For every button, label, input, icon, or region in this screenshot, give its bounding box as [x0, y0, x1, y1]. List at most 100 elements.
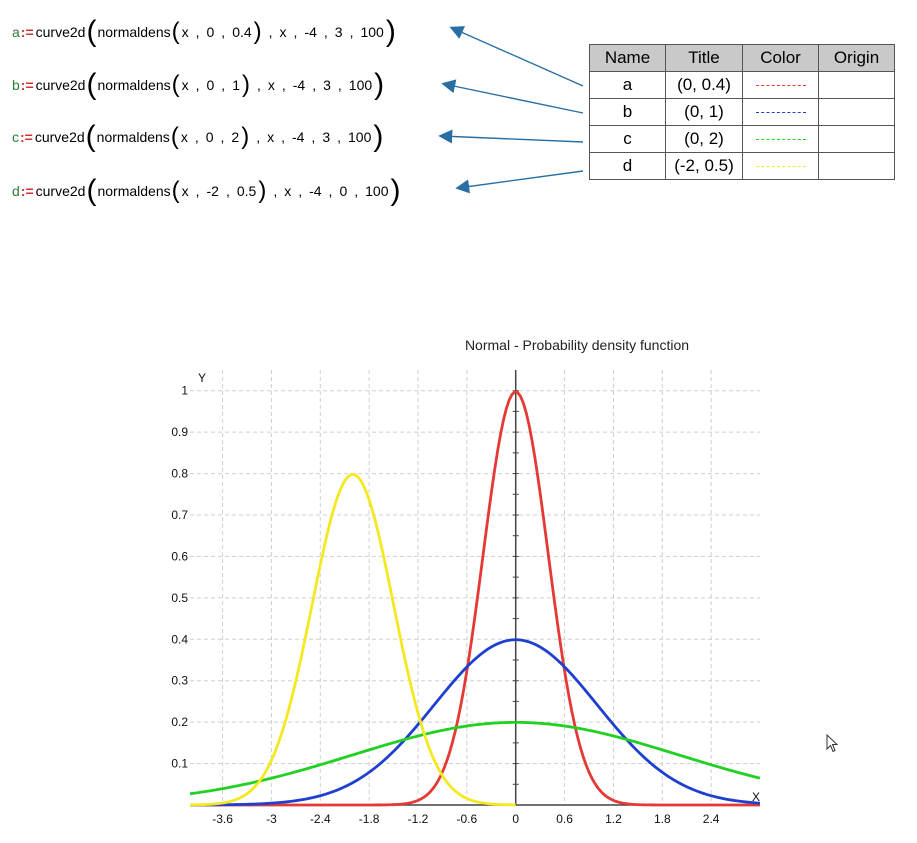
open-paren: (	[171, 177, 180, 204]
y-tick-label: 0.4	[171, 632, 188, 646]
arrow-b	[441, 79, 584, 114]
x-tick-label: 0.6	[556, 812, 573, 826]
cell-color[interactable]	[742, 98, 819, 126]
y-tick-label: 0.5	[171, 591, 188, 605]
close-paren: )	[373, 120, 384, 153]
close-paren: )	[390, 174, 401, 207]
close-paren: )	[374, 68, 385, 101]
x-tick-label: 1.8	[654, 812, 671, 826]
inner-argument: 0.4	[232, 24, 252, 40]
table-row[interactable]: b (0, 1)	[589, 98, 895, 126]
chart-title: Normal - Probability density function	[465, 337, 689, 353]
inner-argument: 0	[206, 24, 215, 40]
arrow-a	[449, 26, 584, 87]
table-header-row: Name Title Color Origin	[589, 44, 895, 72]
x-tick-label: -1.8	[359, 812, 380, 826]
cell-name: b	[589, 98, 666, 126]
assign-operator: :=	[20, 183, 34, 199]
density-chart: Normal - Probability density function -3.…	[171, 337, 761, 826]
col-header-origin[interactable]: Origin	[818, 44, 895, 72]
formula-variable: a	[12, 24, 20, 40]
close-paren: )	[385, 15, 396, 48]
y-tick-label: 0.1	[171, 757, 188, 771]
comma: ,	[225, 183, 230, 199]
arrow-d	[455, 170, 584, 194]
outer-argument: x	[279, 24, 287, 40]
outer-argument: -4	[292, 77, 306, 93]
open-paren: (	[171, 18, 180, 45]
series-line-b	[190, 638, 761, 807]
table-row[interactable]: c (0, 2)	[589, 125, 895, 153]
formula-c[interactable]: c:= curve2d(normaldens(x, 0, 2), x, -4, 3, 100)	[12, 119, 384, 155]
col-header-color[interactable]: Color	[742, 44, 819, 72]
function-name: curve2d	[35, 77, 86, 93]
inner-argument: x	[181, 24, 189, 40]
x-tick-label: 2.4	[703, 812, 720, 826]
outer-argument: x	[284, 183, 292, 199]
outer-argument: x	[267, 129, 275, 145]
comma: ,	[194, 129, 199, 145]
function-name: curve2d	[35, 183, 86, 199]
table-row[interactable]: d (-2, 0.5)	[589, 152, 895, 180]
cell-name: a	[589, 71, 666, 99]
outer-argument: 0	[339, 183, 348, 199]
outer-argument: -4	[304, 24, 317, 40]
annotation-arrows	[438, 26, 584, 194]
cell-title: (0, 1)	[665, 98, 743, 126]
comma: ,	[273, 183, 278, 199]
comma: ,	[337, 77, 342, 93]
col-header-title[interactable]: Title	[665, 44, 743, 72]
outer-argument: -4	[309, 183, 322, 199]
y-tick-label: 1	[181, 384, 188, 398]
x-tick-label: -1.2	[408, 812, 429, 826]
comma: ,	[256, 129, 261, 145]
cell-name: d	[589, 152, 666, 180]
comma: ,	[221, 24, 226, 40]
inner-function-name: normaldens	[97, 77, 171, 93]
comma: ,	[256, 77, 261, 93]
outer-argument: x	[267, 77, 275, 93]
y-tick-label: 0.6	[171, 549, 188, 563]
mouse-cursor-icon	[826, 734, 839, 753]
open-paren: (	[171, 71, 180, 98]
comma: ,	[323, 24, 328, 40]
y-tick-label: 0.8	[171, 467, 188, 481]
formula-b[interactable]: b:= curve2d(normaldens(x, 0, 1), x, -4, 3, 100)	[12, 67, 385, 103]
table-row[interactable]: a (0, 0.4)	[589, 71, 895, 99]
comma: ,	[268, 24, 273, 40]
cell-origin	[818, 71, 895, 99]
cell-title: (-2, 0.5)	[665, 152, 743, 180]
comma: ,	[281, 129, 285, 145]
comma: ,	[354, 183, 359, 199]
close-paren: )	[241, 123, 250, 150]
comma: ,	[337, 129, 341, 145]
y-tick-label: 0.3	[171, 674, 188, 688]
comma: ,	[195, 183, 200, 199]
y-axis-label: Y	[198, 371, 206, 385]
inner-argument: 0	[206, 77, 215, 93]
function-name: curve2d	[35, 24, 86, 40]
inner-argument: 2	[231, 129, 240, 145]
arrow-c	[438, 129, 584, 144]
outer-argument: 3	[334, 24, 343, 40]
inner-argument: x	[181, 183, 189, 199]
open-paren: (	[86, 15, 97, 48]
cell-origin	[818, 152, 895, 180]
cell-title: (0, 0.4)	[665, 71, 743, 99]
open-paren: (	[170, 123, 179, 150]
cell-origin	[818, 98, 895, 126]
curve-table: Name Title Color Origin a (0, 0.4) b (0, 1)…	[589, 44, 895, 180]
comma: ,	[298, 183, 303, 199]
cell-color[interactable]	[742, 71, 819, 99]
outer-argument: 100	[348, 129, 372, 145]
color-swatch	[755, 139, 806, 141]
cell-color[interactable]	[742, 152, 819, 180]
formula-d[interactable]: d:= curve2d(normaldens(x, -2, 0.5), x, -4, 0, 1…	[12, 173, 401, 209]
comma: ,	[312, 77, 317, 93]
formula-a[interactable]: a:= curve2d(normaldens(x, 0, 0.4), x, -4, 3, 10…	[12, 14, 397, 50]
x-tick-label: -2.4	[310, 812, 331, 826]
y-tick-label: 0.9	[171, 425, 188, 439]
col-header-name[interactable]: Name	[589, 44, 666, 72]
cell-color[interactable]	[742, 125, 819, 153]
comma: ,	[349, 24, 354, 40]
